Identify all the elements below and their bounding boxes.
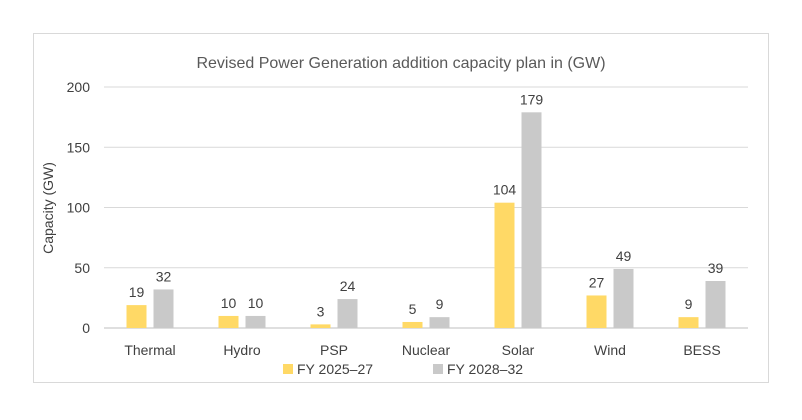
x-tick-label: Thermal: [124, 342, 175, 358]
gridlines: [104, 86, 748, 329]
data-label: 27: [589, 274, 605, 290]
legend-swatch: [433, 364, 443, 374]
x-tick-label: BESS: [683, 342, 720, 358]
bar: [153, 289, 174, 328]
data-label: 9: [685, 296, 693, 312]
data-label: 10: [248, 295, 264, 311]
bar: [429, 317, 450, 328]
legend: FY 2025–27 FY 2028–32: [283, 361, 523, 377]
bar: [613, 268, 634, 328]
legend-label: FY 2028–32: [447, 361, 523, 377]
legend-label: FY 2025–27: [297, 361, 373, 377]
data-label: 5: [409, 301, 417, 317]
data-label: 24: [340, 278, 356, 294]
y-tick-label: 50: [74, 260, 90, 276]
data-label: 10: [221, 295, 237, 311]
bar: [521, 112, 542, 329]
y-axis-label: Capacity (GW): [40, 162, 56, 254]
data-label: 3: [317, 303, 325, 319]
y-tick-label: 0: [82, 320, 90, 336]
chart-title: Revised Power Generation addition capaci…: [196, 55, 605, 72]
bar: [678, 317, 699, 328]
x-tick-label: Wind: [594, 342, 626, 358]
bar: [337, 299, 358, 328]
bars: [126, 112, 726, 329]
x-axis-ticks: Thermal Hydro PSP Nuclear Solar Wind BESS: [124, 342, 720, 358]
x-tick-label: Solar: [502, 342, 535, 358]
x-tick-label: Nuclear: [402, 342, 451, 358]
bar: [126, 305, 147, 328]
bar: [494, 202, 515, 328]
data-label: 39: [708, 260, 724, 276]
y-tick-label: 200: [67, 79, 91, 95]
x-tick-label: Hydro: [223, 342, 261, 358]
data-label: 49: [616, 248, 632, 264]
data-label: 9: [436, 296, 444, 312]
data-labels: 19 32 10 10 3 24 5 9 104 179 27 49 9 39: [129, 91, 724, 319]
bar: [245, 315, 266, 328]
bar: [705, 281, 726, 328]
bar: [402, 321, 423, 328]
legend-swatch: [283, 364, 293, 374]
bar: [310, 324, 331, 328]
data-label: 19: [129, 284, 145, 300]
x-tick-label: PSP: [320, 342, 348, 358]
data-label: 104: [493, 182, 517, 198]
y-tick-label: 100: [67, 200, 91, 216]
data-label: 32: [156, 268, 172, 284]
data-label: 179: [520, 91, 544, 107]
bar: [218, 315, 239, 328]
y-axis-ticks: 0 50 100 150 200: [67, 79, 91, 336]
bar: [586, 295, 607, 328]
y-tick-label: 150: [67, 139, 91, 155]
